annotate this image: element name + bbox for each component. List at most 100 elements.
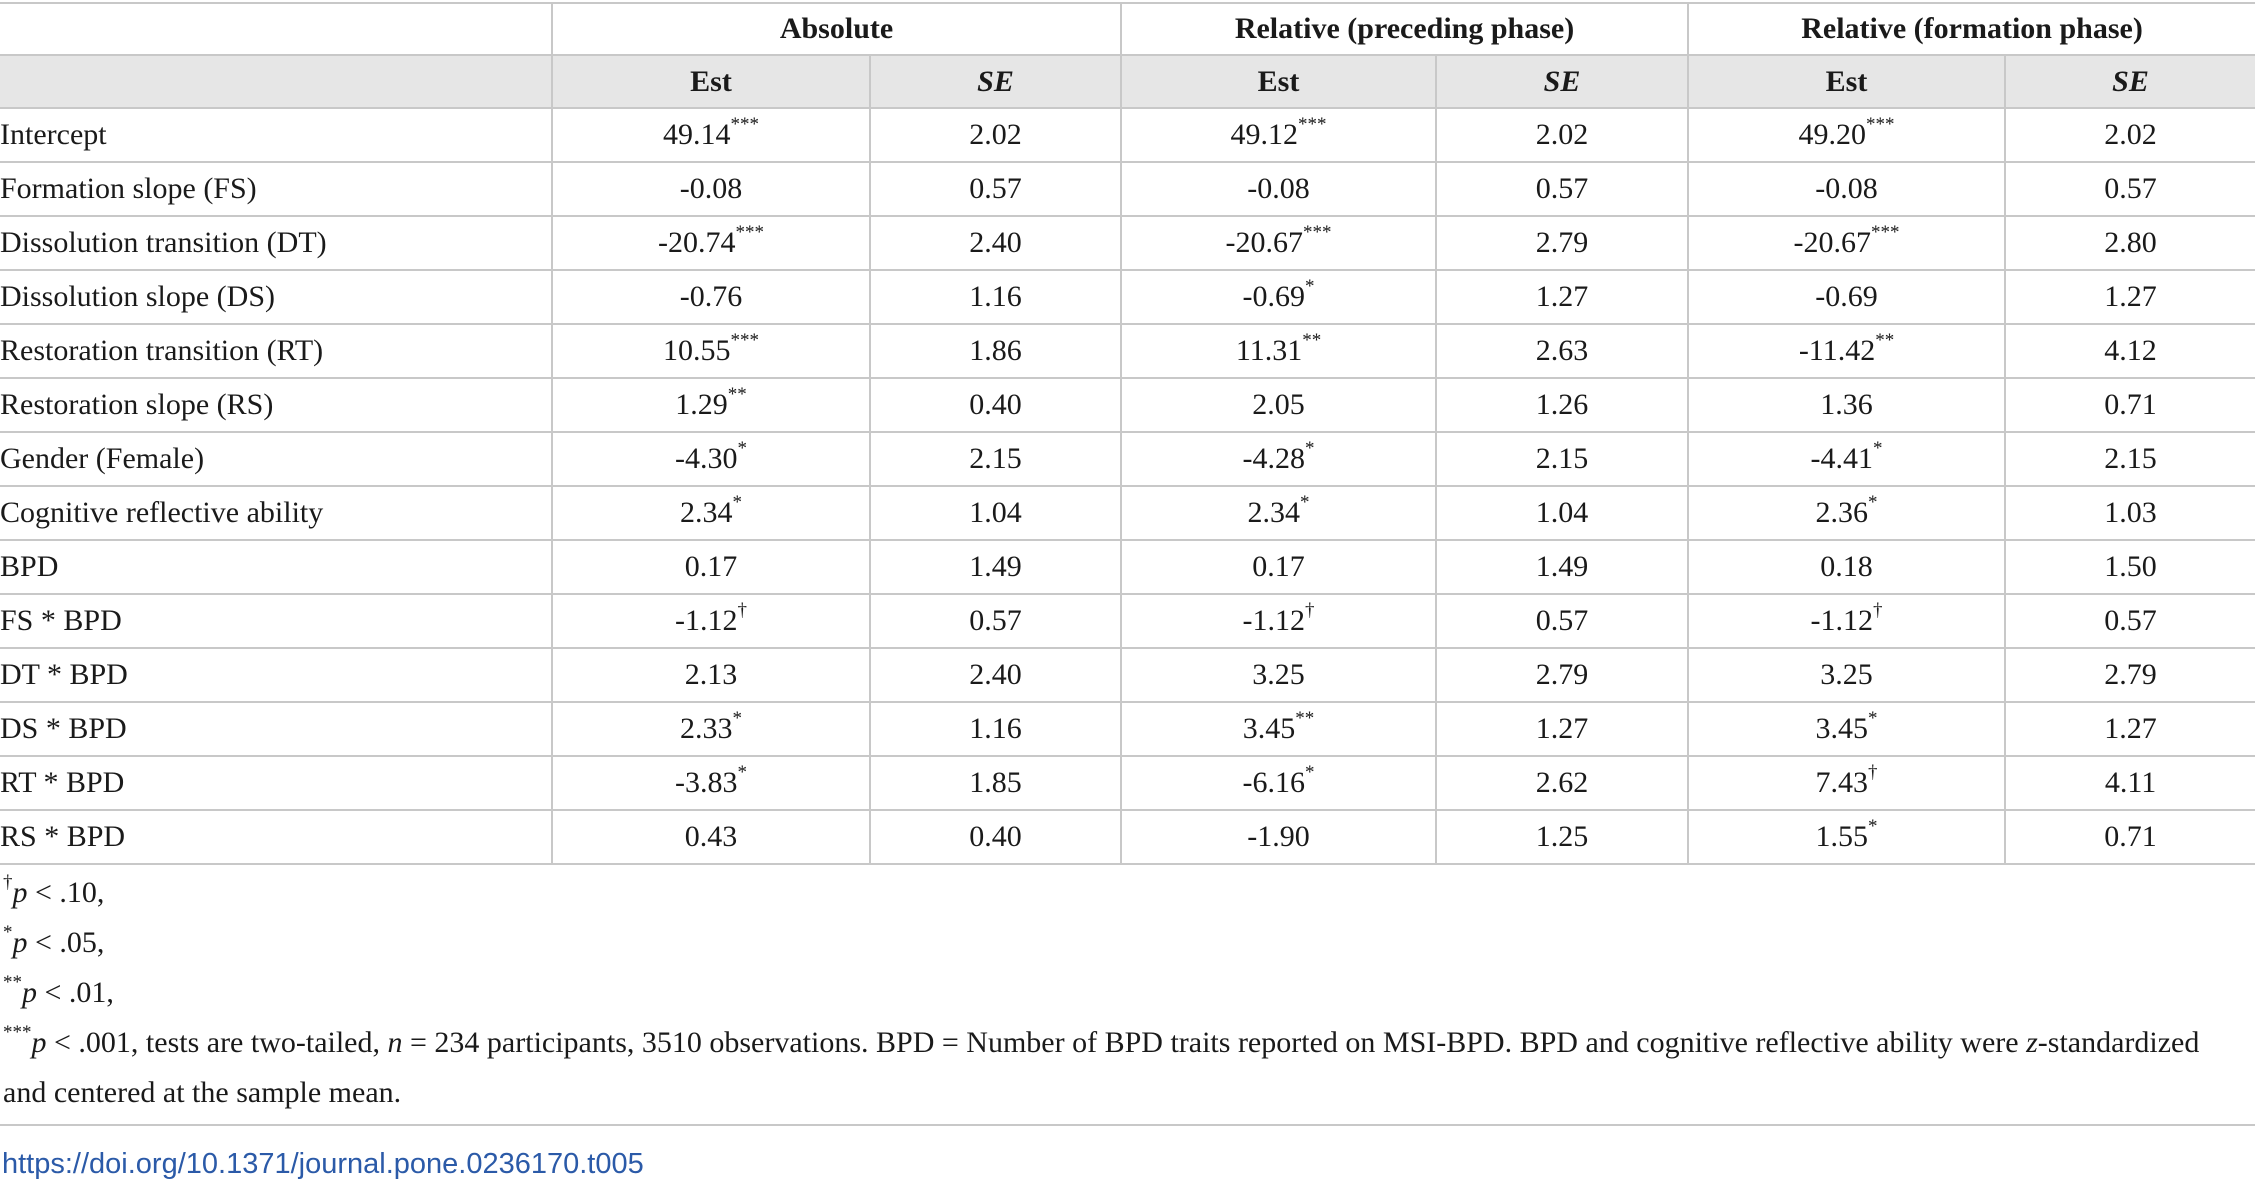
estimate-cell: 2.34* — [1120, 486, 1437, 541]
se-cell: 0.57 — [2004, 162, 2255, 217]
estimate-cell: -0.08 — [551, 162, 870, 217]
cell-value: 0.57 — [969, 172, 1022, 205]
se-cell: 2.40 — [868, 216, 1122, 271]
significance-mark: † — [1868, 762, 1878, 783]
cell-value: 0.40 — [969, 388, 1022, 421]
se-cell: 2.15 — [868, 432, 1122, 487]
se-cell: 0.57 — [868, 162, 1122, 217]
table-row: Intercept 49.14*** 2.02 49.12*** 2.02 49.20**… — [0, 108, 2255, 163]
estimate-cell: -0.08 — [1120, 162, 1437, 217]
significance-mark: ** — [1302, 330, 1322, 351]
footnote-mark: † — [3, 872, 13, 893]
cell-value: 1.49 — [1535, 550, 1589, 583]
se-cell: 1.25 — [1435, 810, 1689, 865]
se-cell: 0.40 — [868, 378, 1122, 433]
col-header-est: Est — [1120, 54, 1437, 109]
se-cell: 1.04 — [1435, 486, 1689, 541]
estimate-cell: -0.76 — [551, 270, 870, 325]
estimate-cell: 49.12*** — [1120, 108, 1437, 163]
footnote-one-star: *p < .05, — [3, 918, 2248, 968]
significance-mark: *** — [1871, 222, 1900, 243]
footnote-p: p — [22, 976, 37, 1009]
cell-value: -20.67 — [1793, 226, 1872, 259]
row-label: Dissolution transition (DT) — [0, 216, 552, 271]
estimate-cell: 3.45* — [1687, 702, 2006, 757]
estimate-cell: 2.13 — [551, 648, 870, 703]
cell-value: 3.25 — [1820, 658, 1873, 691]
cell-value: 0.71 — [2104, 388, 2157, 421]
cell-value: 1.29 — [675, 388, 728, 421]
row-label: BPD — [0, 540, 552, 595]
cell-value: 2.15 — [969, 442, 1022, 475]
doi-link[interactable]: https://doi.org/10.1371/journal.pone.023… — [2, 1148, 644, 1180]
estimate-cell: -1.90 — [1120, 810, 1437, 865]
col-header-se: SE — [2004, 54, 2255, 109]
significance-mark: ** — [1295, 708, 1315, 729]
significance-mark: ** — [727, 384, 747, 405]
cell-value: -3.83 — [675, 766, 738, 799]
estimate-cell: -3.83* — [551, 756, 870, 811]
cell-value: -0.08 — [679, 172, 743, 205]
estimate-cell: -4.28* — [1120, 432, 1437, 487]
cell-value: 1.86 — [969, 334, 1022, 367]
footnote-two-star: **p < .01, — [3, 968, 2248, 1018]
cell-value: -20.67 — [1225, 226, 1304, 259]
table-row: Dissolution transition (DT) -20.74*** 2.40… — [0, 216, 2255, 271]
cell-value: 1.16 — [969, 280, 1022, 313]
significance-mark: *** — [1303, 222, 1332, 243]
se-cell: 0.57 — [868, 594, 1122, 649]
significance-mark: * — [1305, 276, 1315, 297]
cell-value: 1.03 — [2104, 496, 2157, 529]
cell-value: 2.15 — [1535, 442, 1589, 475]
cell-value: 0.57 — [969, 604, 1022, 637]
significance-mark: *** — [1866, 114, 1895, 135]
cell-value: 0.57 — [1535, 172, 1589, 205]
significance-mark: * — [1305, 762, 1315, 783]
cell-value: -0.69 — [1242, 280, 1306, 313]
cell-value: 0.57 — [2104, 604, 2157, 637]
cell-value: -1.12 — [1242, 604, 1306, 637]
cell-value: 2.40 — [969, 658, 1022, 691]
table-footnotes: †p < .10, *p < .05, **p < .01, ***p < .0… — [3, 868, 2248, 1118]
cell-value: 1.27 — [2104, 712, 2157, 745]
se-cell: 1.49 — [1435, 540, 1689, 595]
footnote-n: n — [387, 1026, 403, 1059]
group-header-relative-preceding: Relative (preceding phase) — [1120, 2, 1689, 55]
cell-value: -0.69 — [1815, 280, 1878, 313]
cell-value: 2.05 — [1252, 388, 1305, 421]
significance-mark: † — [737, 600, 748, 621]
estimate-cell: -4.41* — [1687, 432, 2006, 487]
table-row: Formation slope (FS) -0.08 0.57 -0.08 0.57 -0… — [0, 162, 2255, 217]
estimate-cell: -0.08 — [1687, 162, 2006, 217]
cell-value: 3.25 — [1252, 658, 1305, 691]
table-row: DT * BPD 2.13 2.40 3.25 2.79 3.25 2.79 — [0, 648, 2255, 703]
footnote-text: = 234 participants, 3510 observations. B… — [402, 1026, 2027, 1059]
estimate-cell: 3.25 — [1687, 648, 2006, 703]
cell-value: -4.30 — [675, 442, 738, 475]
cell-value: 0.40 — [969, 820, 1022, 853]
col-header-se: SE — [868, 54, 1122, 109]
se-cell: 2.62 — [1435, 756, 1689, 811]
cell-value: 11.31 — [1235, 334, 1303, 367]
cell-value: 2.13 — [684, 658, 738, 691]
estimate-cell: 2.05 — [1120, 378, 1437, 433]
estimate-cell: -1.12† — [1120, 594, 1437, 649]
estimate-cell: 10.55*** — [551, 324, 870, 379]
estimate-cell: -1.12† — [1687, 594, 2006, 649]
cell-value: 2.02 — [969, 118, 1022, 151]
estimate-cell: 3.25 — [1120, 648, 1437, 703]
se-cell: 2.63 — [1435, 324, 1689, 379]
cell-value: 0.57 — [1535, 604, 1589, 637]
row-label: FS * BPD — [0, 594, 552, 649]
footnote-dagger: †p < .10, — [3, 868, 2248, 918]
se-cell: 2.80 — [2004, 216, 2255, 271]
cell-value: -0.08 — [1815, 172, 1878, 205]
se-cell: 1.16 — [868, 270, 1122, 325]
cell-value: 2.80 — [2104, 226, 2157, 259]
row-label: DT * BPD — [0, 648, 552, 703]
se-cell: 4.12 — [2004, 324, 2255, 379]
estimate-cell: 0.17 — [551, 540, 870, 595]
se-cell: 0.57 — [2004, 594, 2255, 649]
cell-value: 0.43 — [684, 820, 738, 853]
estimate-cell: -11.42** — [1687, 324, 2006, 379]
